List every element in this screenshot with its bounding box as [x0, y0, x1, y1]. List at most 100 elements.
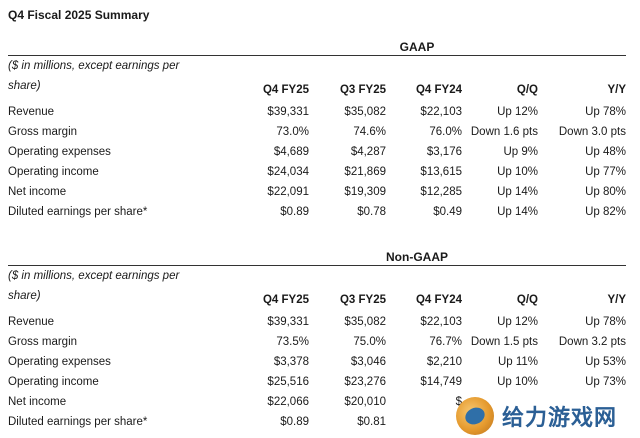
nongaap-cell-label: Diluted earnings per share*: [8, 416, 148, 428]
gaap-cell-q4fy24: $22,103: [420, 106, 462, 118]
gaap-cell-q3fy25: $19,309: [344, 186, 386, 198]
game-site-logo-icon: [456, 397, 494, 435]
nongaap-cell-q4fy25: $25,516: [267, 376, 309, 388]
gaap-cell-q4fy25: $0.89: [280, 206, 309, 218]
nongaap-cell-q3fy25: $0.81: [357, 416, 386, 428]
nongaap-cell-q4fy25: 73.5%: [276, 336, 309, 348]
gaap-col-qq: Q/Q: [516, 84, 538, 96]
gaap-cell-q3fy25: $4,287: [350, 146, 386, 158]
table-row: Gross margin 73.0% 74.6% 76.0% Down 1.6 pts D…: [8, 122, 626, 142]
nongaap-cell-q4fy25: $22,066: [267, 396, 309, 408]
nongaap-cell-label: Operating income: [8, 376, 99, 388]
gaap-cell-q4fy25: $24,034: [267, 166, 309, 178]
gaap-col-q4fy25: Q4 FY25: [262, 84, 309, 96]
nongaap-col-q3fy25: Q3 FY25: [339, 294, 386, 306]
nongaap-cell-label: Operating expenses: [8, 356, 111, 368]
gaap-cell-label: Gross margin: [8, 126, 78, 138]
table-row: Operating expenses $4,689 $4,287 $3,176 Up 9…: [8, 142, 626, 162]
nongaap-cell-q4fy24: $14,749: [420, 376, 462, 388]
nongaap-section: Non-GAAP ($ in millions, except earnings…: [8, 248, 626, 432]
gaap-cell-q4fy24: 76.0%: [429, 126, 462, 138]
table-row: Net income $22,066 $20,010 $: [8, 392, 626, 412]
nongaap-cell-q3fy25: $20,010: [344, 396, 386, 408]
gaap-cell-q4fy25: 73.0%: [276, 126, 309, 138]
watermark: 给力游戏网: [456, 394, 636, 438]
gaap-table-body: Revenue $39,331 $35,082 $22,103 Up 12% Up 78%…: [8, 102, 626, 222]
gaap-table: ($ in millions, except earnings per shar…: [8, 56, 626, 222]
gaap-cell-label: Revenue: [8, 106, 55, 118]
nongaap-heading: Non-GAAP: [8, 248, 626, 266]
gaap-cell-label: Diluted earnings per share*: [8, 206, 148, 218]
gaap-cell-q3fy25: 74.6%: [353, 126, 386, 138]
gaap-cell-q4fy25: $39,331: [267, 106, 309, 118]
gaap-cell-yy: Up 48%: [585, 146, 626, 158]
table-row: Gross margin 73.5% 75.0% 76.7% Down 1.5 pts D…: [8, 332, 626, 352]
gaap-cell-q3fy25: $35,082: [344, 106, 386, 118]
table-row: Operating income $25,516 $23,276 $14,749 Up …: [8, 372, 626, 392]
nongaap-cell-q4fy24: $2,210: [426, 356, 462, 368]
nongaap-cell-label: Revenue: [8, 316, 55, 328]
table-row: Diluted earnings per share* $0.89 $0.78 $0.…: [8, 202, 626, 222]
nongaap-col-qq: Q/Q: [516, 294, 538, 306]
gaap-header-row: ($ in millions, except earnings per shar…: [8, 56, 626, 102]
gaap-cell-label: Net income: [8, 186, 67, 198]
table-row: Operating income $24,034 $21,869 $13,615 Up …: [8, 162, 626, 182]
nongaap-cell-q4fy24: 76.7%: [429, 336, 462, 348]
nongaap-units-note: ($ in millions, except earnings per shar…: [8, 270, 180, 302]
nongaap-cell-q4fy24: [386, 412, 462, 432]
gaap-col-q4fy24: Q4 FY24: [415, 84, 462, 96]
gaap-cell-yy: Up 82%: [585, 206, 626, 218]
table-row: Revenue $39,331 $35,082 $22,103 Up 12% Up 78%: [8, 312, 626, 332]
gaap-units-note: ($ in millions, except earnings per shar…: [8, 60, 180, 92]
nongaap-header-row: ($ in millions, except earnings per shar…: [8, 266, 626, 312]
gaap-section: GAAP ($ in millions, except earnings per…: [8, 38, 626, 222]
nongaap-cell-yy: Up 53%: [585, 356, 626, 368]
nongaap-cell-label: Gross margin: [8, 336, 78, 348]
gaap-cell-yy: Up 77%: [585, 166, 626, 178]
gaap-cell-q4fy24: $3,176: [426, 146, 462, 158]
gaap-cell-q4fy25: $4,689: [273, 146, 309, 158]
nongaap-cell-yy: Down 3.2 pts: [558, 336, 626, 348]
nongaap-col-q4fy24: Q4 FY24: [415, 294, 462, 306]
gaap-cell-q4fy24: $12,285: [420, 186, 462, 198]
gaap-heading-text: GAAP: [399, 40, 435, 54]
gaap-cell-qq: Up 14%: [497, 206, 538, 218]
gaap-cell-yy: Up 78%: [585, 106, 626, 118]
gaap-cell-q4fy25: $22,091: [267, 186, 309, 198]
nongaap-cell-q4fy24: $22,103: [420, 316, 462, 328]
table-row: Revenue $39,331 $35,082 $22,103 Up 12% Up 78%: [8, 102, 626, 122]
gaap-cell-yy: Up 80%: [585, 186, 626, 198]
table-row: Diluted earnings per share* $0.89 $0.81: [8, 412, 626, 432]
nongaap-cell-q4fy25: $0.89: [280, 416, 309, 428]
gaap-cell-qq: Down 1.6 pts: [470, 126, 538, 138]
gaap-cell-q4fy24: $13,615: [420, 166, 462, 178]
nongaap-cell-q4fy25: $39,331: [267, 316, 309, 328]
gaap-cell-q3fy25: $21,869: [344, 166, 386, 178]
table-row: Net income $22,091 $19,309 $12,285 Up 14% Up …: [8, 182, 626, 202]
nongaap-cell-q4fy24: $: [455, 396, 462, 408]
nongaap-cell-q3fy25: $3,046: [350, 356, 386, 368]
nongaap-col-yy: Y/Y: [607, 294, 626, 306]
gaap-cell-label: Operating expenses: [8, 146, 111, 158]
nongaap-cell-q4fy25: $3,378: [273, 356, 309, 368]
nongaap-col-q4fy25: Q4 FY25: [262, 294, 309, 306]
nongaap-cell-yy: Up 78%: [585, 316, 626, 328]
gaap-cell-yy: Down 3.0 pts: [558, 126, 626, 138]
gaap-cell-qq: Up 12%: [497, 106, 538, 118]
table-row: Operating expenses $3,378 $3,046 $2,210 Up 1…: [8, 352, 626, 372]
nongaap-heading-text: Non-GAAP: [386, 250, 448, 264]
nongaap-cell-yy: Up 73%: [585, 376, 626, 388]
page-title: Q4 Fiscal 2025 Summary: [8, 8, 150, 22]
nongaap-table-body: Revenue $39,331 $35,082 $22,103 Up 12% Up 78%…: [8, 312, 626, 432]
gaap-col-yy: Y/Y: [607, 84, 626, 96]
nongaap-cell-qq: Up 10%: [497, 376, 538, 388]
gaap-cell-qq: Up 10%: [497, 166, 538, 178]
gaap-col-q3fy25: Q3 FY25: [339, 84, 386, 96]
gaap-cell-label: Operating income: [8, 166, 99, 178]
gaap-heading: GAAP: [8, 38, 626, 56]
nongaap-cell-label: Net income: [8, 396, 67, 408]
gaap-cell-q3fy25: $0.78: [357, 206, 386, 218]
nongaap-cell-qq: Down 1.5 pts: [470, 336, 538, 348]
gaap-cell-qq: Up 14%: [497, 186, 538, 198]
nongaap-cell-q3fy25: $23,276: [344, 376, 386, 388]
